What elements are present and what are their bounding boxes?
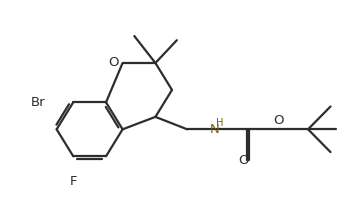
Text: O: O (273, 114, 284, 127)
Text: H: H (216, 118, 224, 128)
Text: Br: Br (30, 96, 45, 109)
Text: O: O (108, 56, 118, 69)
Text: N: N (210, 123, 220, 136)
Text: O: O (238, 154, 248, 167)
Text: F: F (70, 175, 77, 188)
